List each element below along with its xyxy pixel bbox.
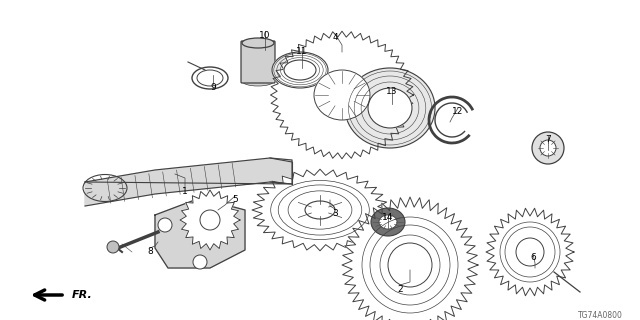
Ellipse shape <box>345 68 435 148</box>
Ellipse shape <box>242 76 274 86</box>
Circle shape <box>532 132 564 164</box>
FancyBboxPatch shape <box>241 41 275 83</box>
Text: 9: 9 <box>210 84 216 92</box>
Ellipse shape <box>368 88 412 128</box>
Text: 10: 10 <box>259 30 271 39</box>
Circle shape <box>388 243 432 287</box>
Circle shape <box>200 210 220 230</box>
Polygon shape <box>342 197 478 320</box>
Polygon shape <box>486 208 574 296</box>
Ellipse shape <box>314 70 370 120</box>
Polygon shape <box>155 198 245 268</box>
Text: 13: 13 <box>387 87 397 97</box>
Polygon shape <box>85 158 292 206</box>
Circle shape <box>540 140 556 156</box>
Text: 12: 12 <box>452 108 464 116</box>
Ellipse shape <box>197 70 223 86</box>
Circle shape <box>516 238 544 266</box>
Ellipse shape <box>371 208 405 236</box>
Text: 1: 1 <box>182 188 188 196</box>
Text: FR.: FR. <box>72 290 93 300</box>
Text: 5: 5 <box>232 196 238 204</box>
Circle shape <box>107 241 119 253</box>
Text: 8: 8 <box>147 247 153 257</box>
Text: 3: 3 <box>332 209 338 218</box>
Circle shape <box>193 255 207 269</box>
Ellipse shape <box>242 38 274 48</box>
Circle shape <box>158 218 172 232</box>
Ellipse shape <box>305 201 335 219</box>
Text: 11: 11 <box>296 47 308 57</box>
Text: 2: 2 <box>397 284 403 293</box>
Text: 7: 7 <box>545 135 551 145</box>
Polygon shape <box>180 190 240 250</box>
Ellipse shape <box>272 52 328 88</box>
Text: 6: 6 <box>530 253 536 262</box>
Ellipse shape <box>284 60 316 80</box>
Ellipse shape <box>379 215 397 229</box>
Text: TG74A0800: TG74A0800 <box>577 310 623 319</box>
Text: 14: 14 <box>382 213 394 222</box>
Ellipse shape <box>192 67 228 89</box>
Polygon shape <box>271 31 413 159</box>
Text: 4: 4 <box>332 34 338 43</box>
Polygon shape <box>252 169 388 251</box>
